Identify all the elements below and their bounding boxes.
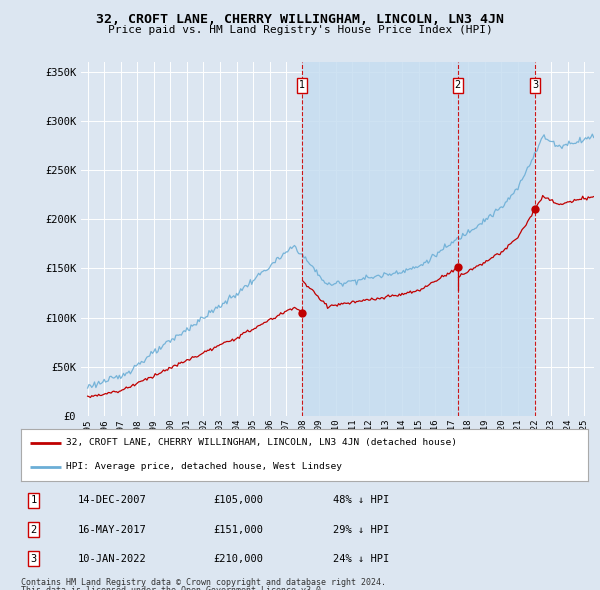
Text: 48% ↓ HPI: 48% ↓ HPI [333, 495, 389, 505]
Text: 16-MAY-2017: 16-MAY-2017 [78, 525, 146, 535]
Text: 14-DEC-2007: 14-DEC-2007 [78, 495, 146, 505]
Text: Contains HM Land Registry data © Crown copyright and database right 2024.: Contains HM Land Registry data © Crown c… [21, 578, 386, 587]
Text: HPI: Average price, detached house, West Lindsey: HPI: Average price, detached house, West… [67, 463, 343, 471]
Text: 10-JAN-2022: 10-JAN-2022 [78, 554, 146, 564]
Text: 1: 1 [299, 80, 305, 90]
Text: £151,000: £151,000 [214, 525, 264, 535]
Bar [302, 62, 535, 416]
Text: 32, CROFT LANE, CHERRY WILLINGHAM, LINCOLN, LN3 4JN (detached house): 32, CROFT LANE, CHERRY WILLINGHAM, LINCO… [67, 438, 457, 447]
Text: 2: 2 [455, 80, 461, 90]
Text: 32, CROFT LANE, CHERRY WILLINGHAM, LINCOLN, LN3 4JN: 32, CROFT LANE, CHERRY WILLINGHAM, LINCO… [96, 13, 504, 26]
Text: 1: 1 [31, 495, 37, 505]
Text: £105,000: £105,000 [214, 495, 264, 505]
Text: 24% ↓ HPI: 24% ↓ HPI [333, 554, 389, 564]
Text: This data is licensed under the Open Government Licence v3.0.: This data is licensed under the Open Gov… [21, 586, 326, 590]
Text: 2: 2 [31, 525, 37, 535]
Text: 3: 3 [31, 554, 37, 564]
Text: 29% ↓ HPI: 29% ↓ HPI [333, 525, 389, 535]
Text: 3: 3 [532, 80, 538, 90]
Text: £210,000: £210,000 [214, 554, 264, 564]
Text: Price paid vs. HM Land Registry's House Price Index (HPI): Price paid vs. HM Land Registry's House … [107, 25, 493, 35]
